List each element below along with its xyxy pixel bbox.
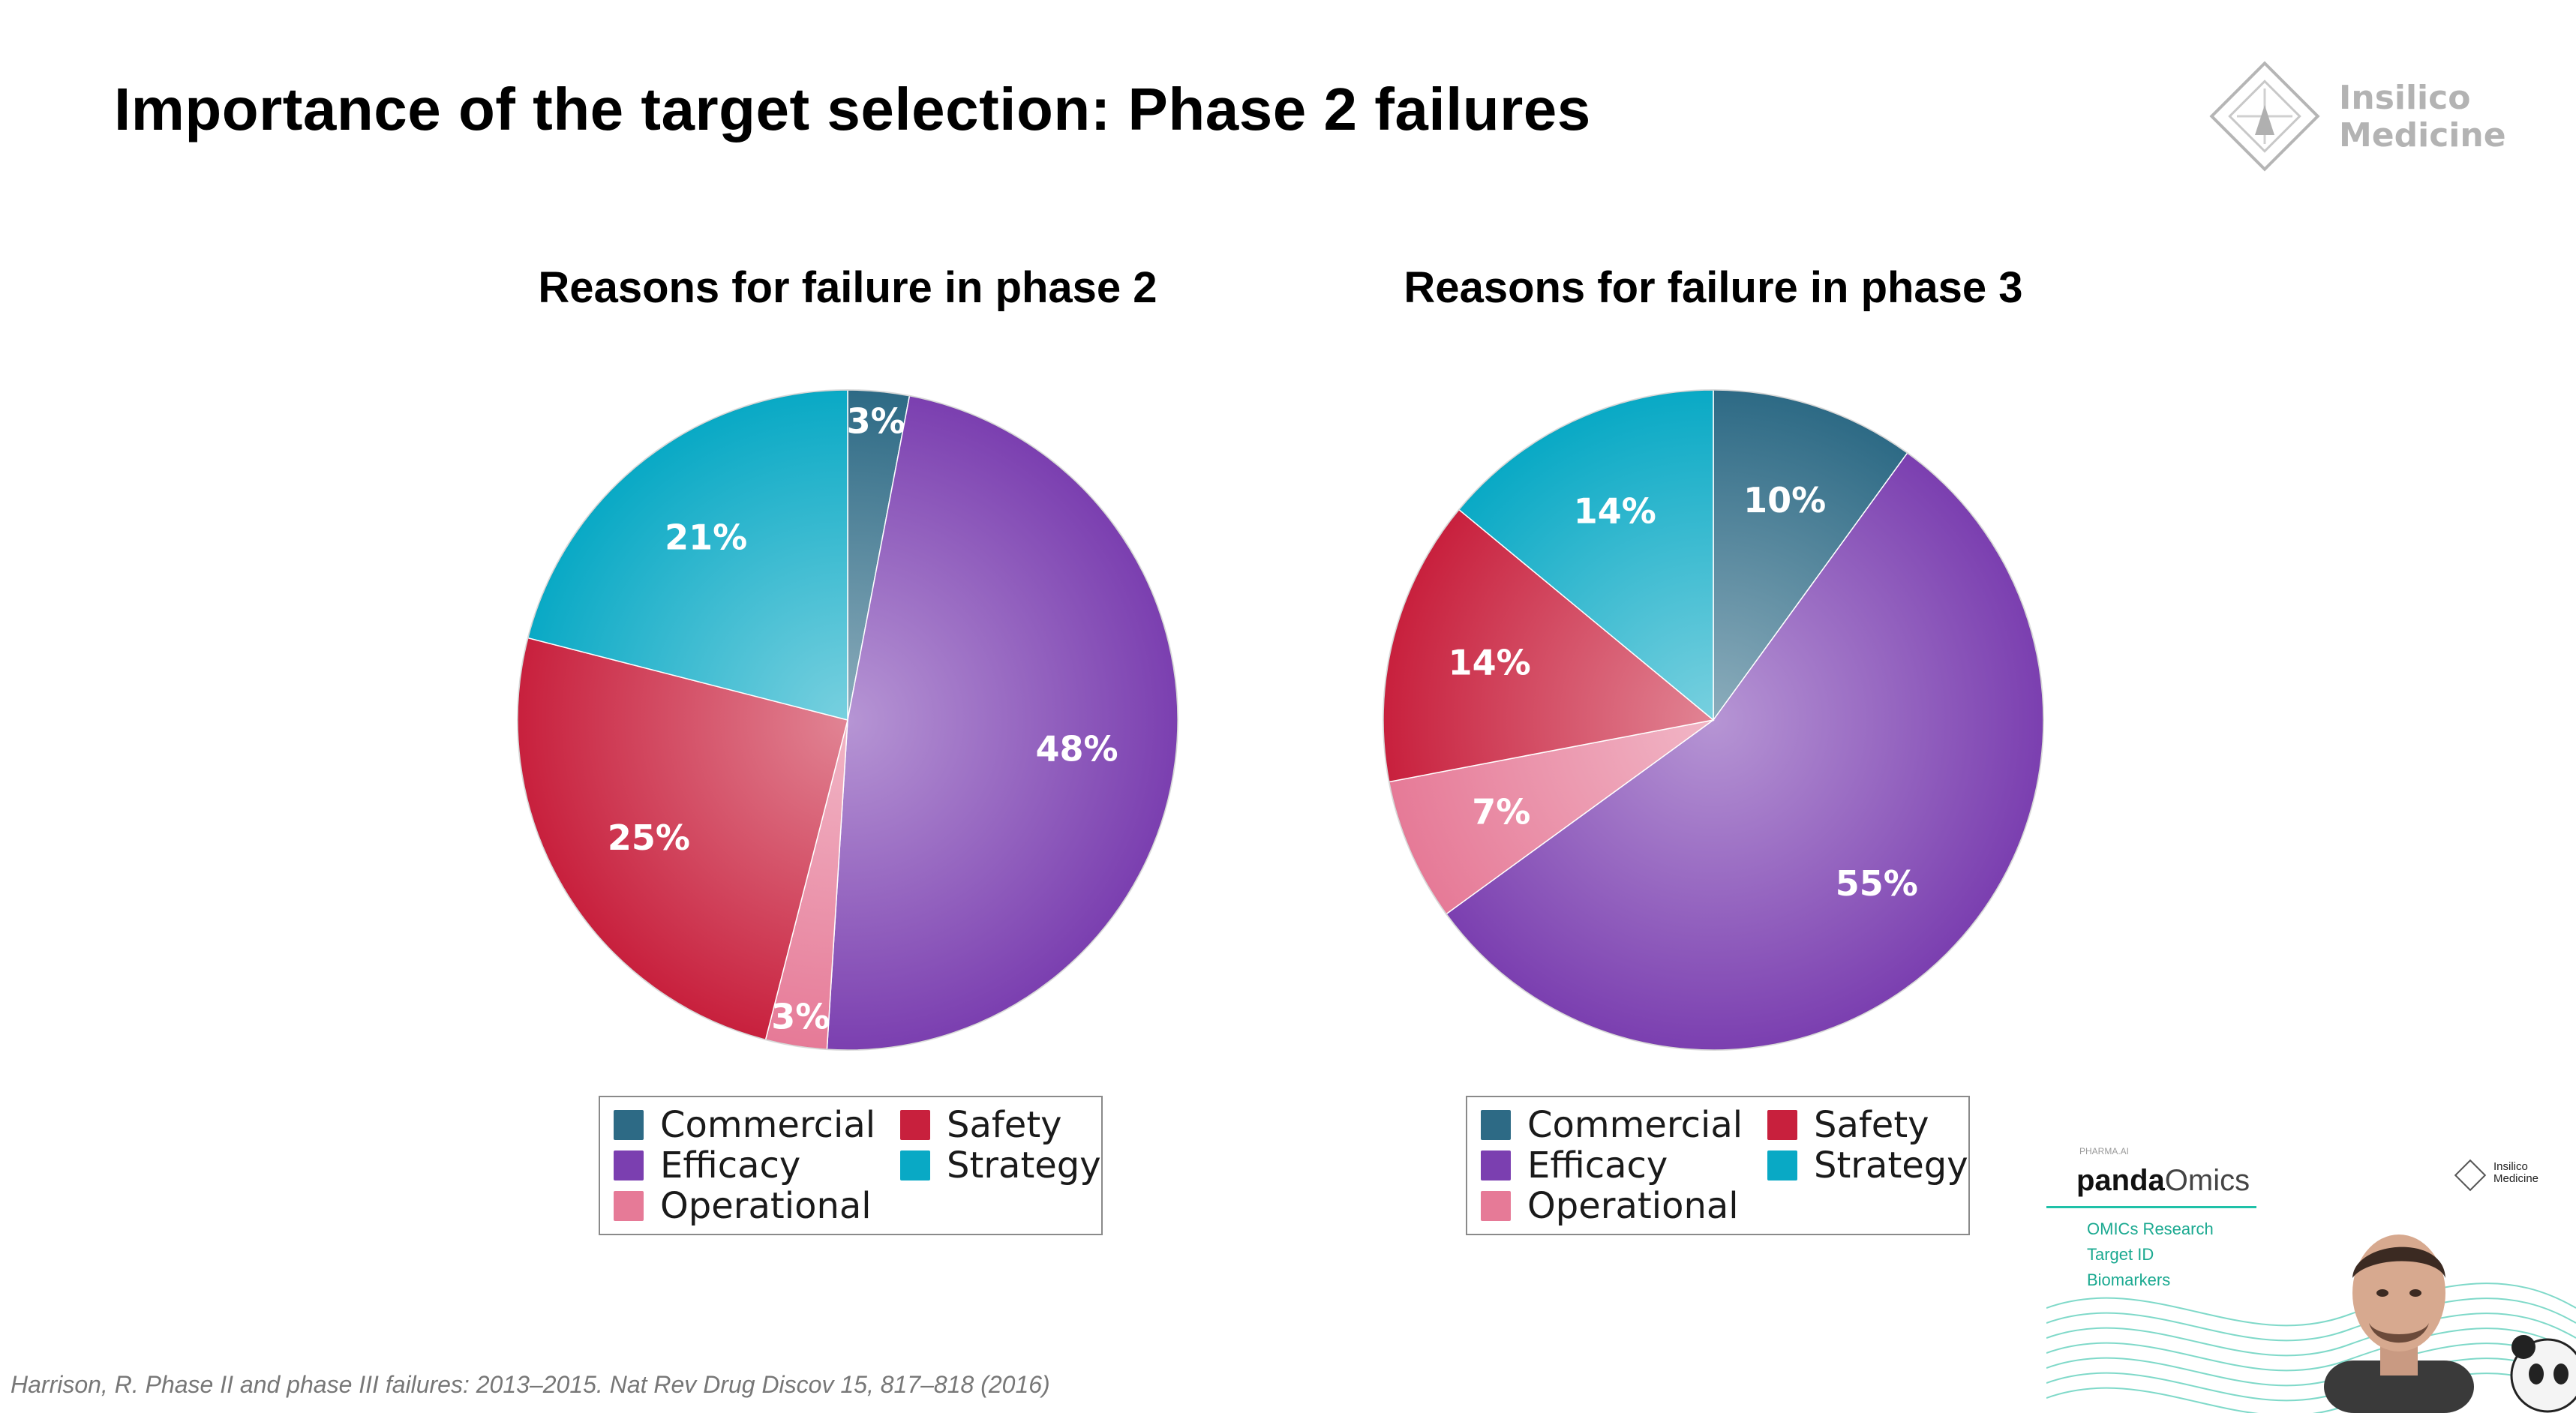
chart-title: Reasons for failure in phase 3	[1404, 263, 2023, 312]
pie-slice-safety	[517, 637, 848, 1041]
legend-label: Commercial	[1527, 1104, 1743, 1146]
pie-slice-operational	[1388, 719, 1714, 915]
pip-brand-light: Omics	[2164, 1164, 2250, 1197]
pip-logo-text: Insilico Medicine	[2493, 1161, 2538, 1185]
pie-slice-commercial	[1713, 389, 1908, 722]
data-label: 14%	[1449, 642, 1531, 682]
data-label: 48%	[1036, 729, 1118, 770]
slide-title: Importance of the target selection: Phas…	[114, 76, 1591, 142]
legend-item: Operational	[614, 1185, 872, 1227]
pie-chart-phase3: 10% 55% 7% 14% 14%	[1383, 389, 2044, 1051]
legend-label: Commercial	[660, 1104, 876, 1146]
legend-swatch-strategy	[900, 1150, 930, 1180]
legend-label: Efficacy	[1527, 1144, 1668, 1186]
legend-label: Efficacy	[660, 1144, 801, 1186]
pie-chart-phase2: 3% 48% 3% 25% 21%	[517, 389, 1178, 1051]
legend-swatch-efficacy	[1481, 1150, 1511, 1180]
legend-label: Safety	[1814, 1104, 1929, 1146]
logo-diamond-icon	[2209, 61, 2320, 172]
speaker-figure-icon	[2324, 1234, 2474, 1413]
legend-label: Strategy	[1814, 1144, 1968, 1186]
legend-swatch-operational	[614, 1191, 644, 1221]
data-label: 21%	[665, 518, 747, 558]
data-label: 14%	[1574, 490, 1656, 531]
legend-swatch-efficacy	[614, 1150, 644, 1180]
logo-text-line-2: Medicine	[2339, 116, 2506, 154]
legend-label: Safety	[947, 1104, 1062, 1146]
pip-brand: pandaOmics	[2076, 1164, 2250, 1198]
legend-item: Strategy	[1767, 1144, 1968, 1186]
citation: Harrison, R. Phase II and phase III fail…	[11, 1371, 1050, 1398]
legend-item: Safety	[1767, 1104, 1929, 1146]
legend-item: Commercial	[614, 1104, 876, 1146]
logo-text-line-1: Insilico	[2339, 79, 2471, 117]
legend-phase2: Commercial Safety Efficacy Strategy Oper…	[599, 1096, 1103, 1235]
chart-title: Reasons for failure in phase 2	[538, 263, 1157, 312]
legend-item: Safety	[900, 1104, 1062, 1146]
pie-slice-strategy	[1458, 389, 1714, 722]
legend-swatch-safety	[900, 1110, 930, 1140]
legend-label: Strategy	[947, 1144, 1101, 1186]
pip-logo-line-1: Insilico	[2493, 1160, 2528, 1173]
data-label: 3%	[771, 996, 830, 1036]
pie-outline	[517, 389, 1178, 1051]
pip-logo-line-2: Medicine	[2493, 1172, 2539, 1185]
pie-slice-strategy	[527, 389, 848, 721]
panda-mascot-icon	[2510, 1335, 2576, 1413]
legend-item: Efficacy	[1481, 1144, 1668, 1186]
pip-menu-item: Biomarkers	[2087, 1270, 2171, 1289]
pip-menu: OMICs Research Target ID Biomarkers	[2087, 1216, 2214, 1293]
legend-swatch-strategy	[1767, 1150, 1797, 1180]
pip-divider	[2046, 1206, 2256, 1208]
pip-header: PHARMA.AI	[2079, 1146, 2130, 1156]
pie-slice-safety	[1383, 508, 1715, 783]
chart-phase3: Reasons for failure in phase 3 10% 55% 7% 1…	[1338, 255, 2088, 1245]
legend-phase3: Commercial Safety Efficacy Strategy Oper…	[1466, 1096, 1970, 1235]
pie-slice-efficacy	[1445, 452, 2044, 1051]
legend-item: Efficacy	[614, 1144, 801, 1186]
data-label: 25%	[608, 818, 690, 858]
legend-swatch-safety	[1767, 1110, 1797, 1140]
pie-slice-efficacy	[826, 394, 1178, 1051]
pie-outline	[1383, 389, 2044, 1051]
legend-item: Commercial	[1481, 1104, 1743, 1146]
pip-logo-icon	[2454, 1159, 2487, 1192]
speaker-video-overlay: PHARMA.AI pandaOmics OMICs Research Targ…	[2046, 1128, 2576, 1413]
legend-swatch-commercial	[1481, 1110, 1511, 1140]
chart-phase2: Reasons for failure in phase 2 3% 48% 3% 25…	[473, 255, 1223, 1245]
legend-item: Strategy	[900, 1144, 1101, 1186]
data-label: 55%	[1836, 863, 1918, 904]
pip-menu-item: Target ID	[2087, 1245, 2154, 1264]
pip-menu-item: OMICs Research	[2087, 1220, 2214, 1238]
legend-label: Operational	[660, 1185, 872, 1227]
insilico-logo: Insilico Medicine	[2201, 52, 2506, 172]
legend-label: Operational	[1527, 1185, 1739, 1227]
legend-swatch-commercial	[614, 1110, 644, 1140]
legend-swatch-operational	[1481, 1191, 1511, 1221]
legend-item: Operational	[1481, 1185, 1739, 1227]
data-label: 10%	[1743, 480, 1826, 520]
data-label: 3%	[847, 400, 905, 441]
pip-brand-bold: panda	[2076, 1164, 2165, 1197]
data-label: 7%	[1472, 791, 1530, 832]
